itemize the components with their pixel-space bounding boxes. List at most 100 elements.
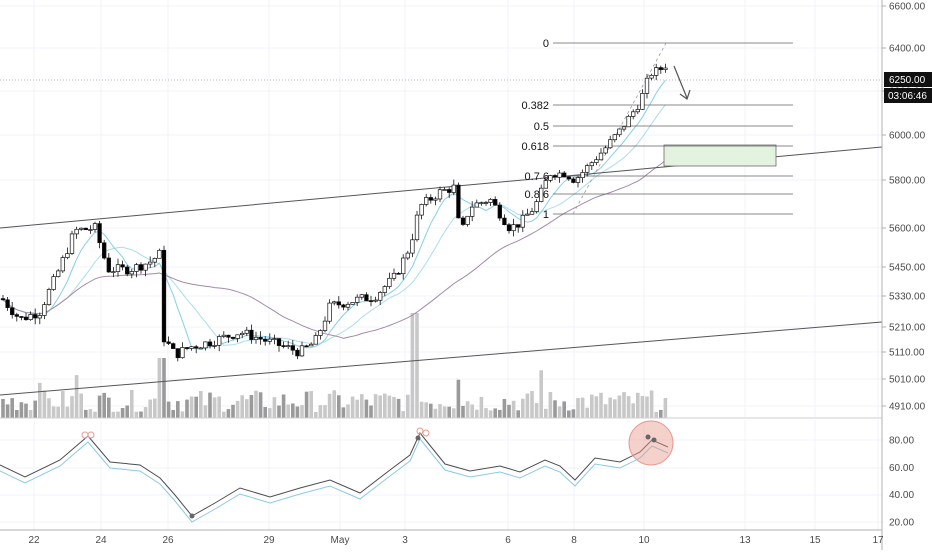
volume-bar bbox=[622, 392, 626, 418]
volume-bar bbox=[166, 401, 171, 418]
candle-body bbox=[299, 345, 305, 357]
volume-bar bbox=[217, 396, 221, 418]
volume-bar bbox=[139, 411, 143, 418]
candle-body bbox=[575, 177, 581, 183]
candle-body bbox=[327, 302, 332, 322]
volume-bar bbox=[626, 396, 631, 418]
volume-bar bbox=[194, 396, 198, 418]
candle-body bbox=[152, 258, 157, 263]
candle-body bbox=[143, 263, 148, 271]
volume-bar bbox=[415, 313, 419, 418]
candle-body bbox=[249, 329, 254, 340]
rsi-peak-marker bbox=[87, 431, 95, 439]
volume-bar bbox=[447, 406, 451, 418]
volume-bar bbox=[364, 399, 369, 418]
candle-body bbox=[125, 266, 130, 275]
volume-bar bbox=[318, 405, 323, 418]
volume-bar bbox=[286, 404, 290, 418]
candle-body bbox=[644, 77, 650, 94]
candle-body bbox=[171, 343, 176, 349]
volume-bar bbox=[649, 390, 654, 418]
volume-bar bbox=[373, 394, 378, 418]
time-tick-label: 6 bbox=[505, 535, 511, 546]
volume-bar bbox=[208, 392, 212, 418]
volume-bar bbox=[378, 395, 382, 418]
volume-bar bbox=[383, 393, 387, 418]
volume-bar bbox=[65, 406, 70, 418]
candle-body bbox=[97, 223, 102, 244]
fib-level-label: 0.382 bbox=[521, 100, 549, 112]
last-price-badge bbox=[884, 72, 932, 87]
volume-bar bbox=[337, 395, 341, 418]
candle-body bbox=[433, 198, 438, 201]
candle-body bbox=[111, 271, 116, 273]
candle-body bbox=[60, 257, 65, 272]
candle-body bbox=[543, 180, 548, 189]
candle-body bbox=[493, 199, 498, 206]
candle-body bbox=[557, 172, 562, 178]
candle-body bbox=[539, 187, 544, 202]
candle-body bbox=[65, 253, 70, 258]
volume-bar bbox=[116, 411, 120, 418]
volume-bar bbox=[525, 393, 530, 418]
candle-body bbox=[322, 320, 328, 331]
candle-body bbox=[589, 162, 594, 167]
volume-bar bbox=[125, 405, 129, 418]
rsi-dot bbox=[651, 437, 657, 443]
time-tick-label: 13 bbox=[739, 535, 751, 546]
time-tick-label: 10 bbox=[638, 535, 650, 546]
candle-body bbox=[92, 223, 98, 230]
candle-body bbox=[525, 213, 530, 216]
candle-body bbox=[410, 239, 415, 254]
volume-bar bbox=[631, 403, 635, 418]
candle-body bbox=[157, 249, 162, 259]
volume-bar bbox=[130, 390, 134, 418]
volume-bar bbox=[327, 393, 332, 418]
candle-body bbox=[148, 261, 153, 265]
price-tick-label: 5210.00 bbox=[889, 323, 926, 334]
candle-body bbox=[456, 184, 461, 219]
candle-body bbox=[336, 301, 341, 306]
candle-body bbox=[663, 67, 668, 70]
volume-bar bbox=[10, 398, 14, 418]
volume-bar bbox=[599, 392, 603, 418]
volume-bar bbox=[189, 396, 194, 418]
price-tick-label: 6400.00 bbox=[889, 44, 926, 55]
candle-body bbox=[240, 332, 245, 336]
volume-bar bbox=[148, 399, 152, 418]
candle-body bbox=[571, 178, 576, 183]
candle-body bbox=[598, 152, 604, 161]
volume-bar bbox=[544, 408, 548, 418]
countdown-badge bbox=[884, 88, 932, 103]
volume-bar bbox=[171, 410, 175, 418]
volume-bar bbox=[410, 313, 415, 418]
candle-body bbox=[649, 75, 654, 79]
candle-body bbox=[437, 189, 443, 200]
candle-body bbox=[115, 264, 121, 272]
candle-body bbox=[253, 336, 259, 340]
volume-bar bbox=[56, 406, 60, 418]
candle-body bbox=[506, 224, 512, 232]
volume-bar bbox=[580, 397, 585, 418]
volume-bar bbox=[539, 370, 543, 418]
axis-labels: 6600.006400.006200.006000.005800.005600.… bbox=[28, 2, 932, 546]
volume-bar bbox=[346, 404, 350, 418]
candle-body bbox=[424, 197, 429, 205]
volume-bar bbox=[521, 398, 525, 418]
volume-bar bbox=[295, 406, 300, 418]
candle-body bbox=[552, 175, 558, 178]
target-zone bbox=[663, 144, 777, 167]
volume-bar bbox=[277, 405, 281, 418]
axes bbox=[0, 0, 883, 550]
candle-body bbox=[19, 316, 24, 318]
volume-bar bbox=[590, 394, 594, 418]
candle-body bbox=[203, 341, 208, 349]
rsi-tick-label: 60.00 bbox=[889, 463, 914, 474]
volume-bar bbox=[585, 407, 589, 418]
time-tick-label: 8 bbox=[571, 535, 577, 546]
volume-bar bbox=[102, 392, 106, 418]
fibonacci-retracement[interactable]: 0 0.382 0.5 0.618 0.7 6 0.8 6 1 bbox=[521, 38, 793, 221]
volume-bar bbox=[594, 396, 599, 418]
